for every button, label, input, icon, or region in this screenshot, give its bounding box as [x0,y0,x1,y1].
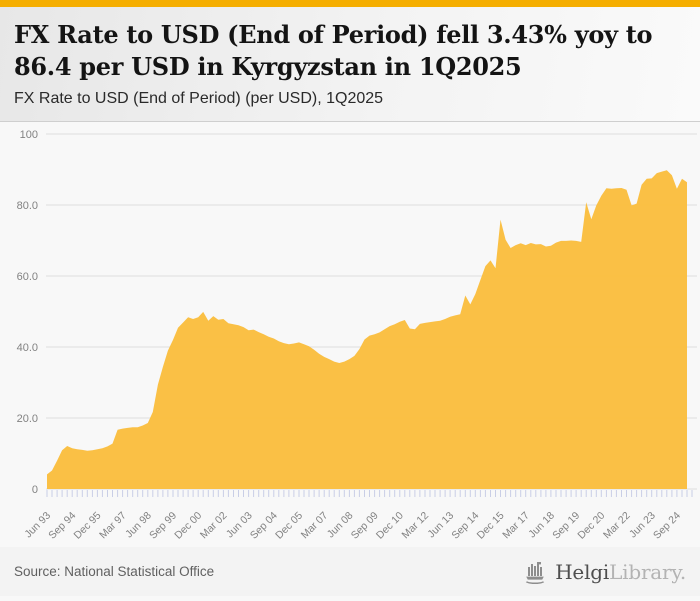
x-axis-label: Dec 15 [475,510,507,542]
x-axis-label: Sep 24 [651,510,683,542]
y-axis-label: 60.0 [17,271,38,283]
x-axis-label: Mar 02 [198,510,230,542]
y-axis-label: 80.0 [17,200,38,212]
logo-brand-suffix: Library. [609,559,686,584]
logo-brand-text: Helgi [555,559,610,584]
y-axis-label: 40.0 [17,342,38,354]
top-accent-bar [0,0,700,7]
x-axis-label: Sep 14 [449,510,481,542]
x-axis-label: Dec 95 [72,510,104,542]
chart-header: FX Rate to USD (End of Period) fell 3.43… [0,7,700,123]
x-axis-label: Dec 20 [575,510,607,542]
x-axis-label: Dec 05 [273,510,305,542]
y-axis-label: 0 [32,484,38,496]
page-title: FX Rate to USD (End of Period) fell 3.43… [14,20,653,81]
chart-subtitle: FX Rate to USD (End of Period) (per USD)… [14,90,384,108]
fx-rate-area-series [47,170,687,489]
y-axis-label: 100 [20,129,38,141]
y-axis-label: 20.0 [17,413,38,425]
x-axis-label: Sep 09 [349,510,381,542]
x-axis-label: Sep 04 [248,510,280,542]
x-axis-label: Sep 99 [147,510,179,542]
x-axis-label: Dec 00 [172,510,204,542]
x-axis-label: Sep 19 [550,510,582,542]
x-axis-label: Mar 07 [299,510,331,542]
x-axis-label: Sep 94 [46,510,78,542]
x-axis-label: Mar 12 [400,510,432,542]
chart-footer: Source: National Statistical Office Helg… [0,547,700,596]
x-axis-label: Mar 17 [500,510,532,542]
source-note: Source: National Statistical Office [14,564,215,579]
x-axis-label: Dec 10 [374,510,406,542]
helgi-building-icon [525,561,545,584]
x-axis-label: Mar 22 [601,510,633,542]
x-axis-label: Mar 97 [97,510,129,542]
helgi-library-logo: HelgiLibrary. [524,560,686,584]
